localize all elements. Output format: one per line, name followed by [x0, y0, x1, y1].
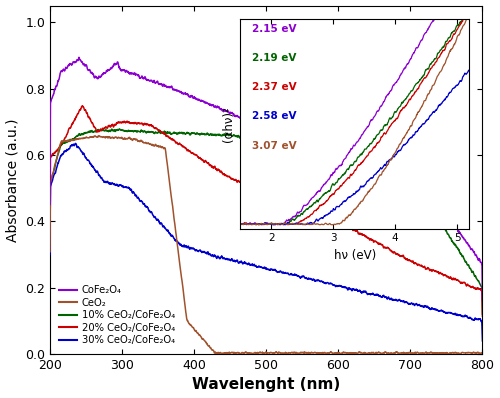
Legend: CoFe₂O₄, CeO₂, 10% CeO₂/CoFe₂O₄, 20% CeO₂/CoFe₂O₄, 30% CeO₂/CoFe₂O₄: CoFe₂O₄, CeO₂, 10% CeO₂/CoFe₂O₄, 20% CeO… — [55, 281, 179, 349]
Y-axis label: Absorbance (a.u.): Absorbance (a.u.) — [6, 118, 20, 242]
X-axis label: Wavelenght (nm): Wavelenght (nm) — [192, 377, 340, 392]
